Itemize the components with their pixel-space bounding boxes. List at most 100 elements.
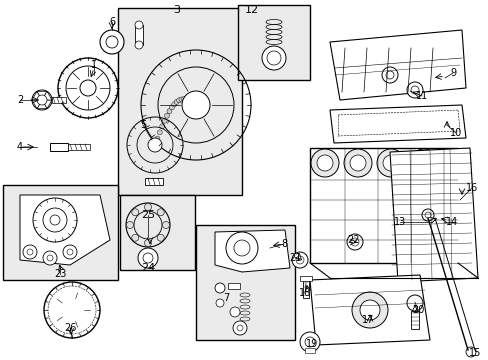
Circle shape bbox=[135, 21, 142, 29]
Text: 23: 23 bbox=[54, 269, 66, 279]
Text: 25: 25 bbox=[141, 210, 155, 220]
Circle shape bbox=[183, 97, 188, 102]
Text: 17: 17 bbox=[361, 315, 373, 325]
Circle shape bbox=[80, 80, 96, 96]
Bar bbox=[238, 5, 309, 80]
Circle shape bbox=[381, 67, 397, 83]
Circle shape bbox=[349, 155, 365, 171]
Circle shape bbox=[266, 51, 281, 65]
Circle shape bbox=[142, 253, 153, 263]
Circle shape bbox=[152, 143, 157, 148]
Circle shape bbox=[148, 138, 162, 152]
Bar bbox=[227, 283, 240, 289]
Text: 16: 16 bbox=[465, 183, 477, 193]
Text: 11: 11 bbox=[415, 91, 427, 101]
Polygon shape bbox=[309, 275, 429, 345]
Circle shape bbox=[37, 95, 47, 105]
Circle shape bbox=[66, 66, 110, 110]
Circle shape bbox=[171, 102, 177, 107]
Text: 5: 5 bbox=[140, 120, 146, 130]
Circle shape bbox=[43, 251, 57, 265]
Text: 10: 10 bbox=[449, 128, 461, 138]
Bar bbox=[303, 278, 308, 298]
Bar bbox=[3, 185, 118, 280]
Circle shape bbox=[385, 71, 393, 79]
Circle shape bbox=[350, 238, 358, 246]
Circle shape bbox=[174, 99, 179, 104]
Circle shape bbox=[191, 101, 196, 106]
Bar bbox=[299, 276, 311, 281]
Circle shape bbox=[359, 300, 379, 320]
Circle shape bbox=[27, 249, 33, 255]
Circle shape bbox=[382, 155, 398, 171]
Text: 21: 21 bbox=[288, 253, 301, 263]
Text: 18: 18 bbox=[298, 288, 310, 298]
Text: 24: 24 bbox=[141, 263, 155, 273]
Circle shape bbox=[299, 332, 319, 352]
Circle shape bbox=[234, 240, 249, 256]
Circle shape bbox=[126, 221, 133, 229]
Bar bbox=[120, 195, 195, 270]
Circle shape bbox=[131, 209, 139, 216]
Circle shape bbox=[166, 109, 172, 114]
Circle shape bbox=[465, 347, 475, 357]
Circle shape bbox=[155, 136, 160, 141]
Circle shape bbox=[157, 209, 164, 216]
Circle shape bbox=[50, 215, 60, 225]
Text: 22: 22 bbox=[346, 235, 359, 245]
Circle shape bbox=[424, 212, 430, 218]
Polygon shape bbox=[37, 100, 47, 109]
Circle shape bbox=[237, 325, 243, 331]
Circle shape bbox=[23, 245, 37, 259]
Circle shape bbox=[32, 246, 36, 250]
Circle shape bbox=[58, 58, 118, 118]
Circle shape bbox=[81, 228, 85, 232]
Text: 7: 7 bbox=[223, 293, 229, 303]
Circle shape bbox=[421, 209, 433, 221]
Polygon shape bbox=[329, 105, 465, 143]
Text: 4: 4 bbox=[17, 142, 23, 152]
Text: 26: 26 bbox=[63, 323, 76, 333]
Circle shape bbox=[406, 82, 422, 98]
Circle shape bbox=[144, 239, 151, 247]
Circle shape bbox=[406, 295, 422, 311]
Circle shape bbox=[138, 248, 158, 268]
Circle shape bbox=[164, 113, 169, 118]
Polygon shape bbox=[32, 91, 42, 100]
Circle shape bbox=[376, 149, 404, 177]
Polygon shape bbox=[42, 100, 52, 109]
Circle shape bbox=[216, 299, 224, 307]
Text: 8: 8 bbox=[281, 239, 286, 249]
Circle shape bbox=[188, 99, 193, 104]
Circle shape bbox=[295, 256, 304, 264]
Circle shape bbox=[169, 105, 174, 110]
Circle shape bbox=[182, 91, 209, 119]
Bar bbox=[50, 143, 68, 151]
Circle shape bbox=[162, 118, 167, 123]
Circle shape bbox=[162, 221, 169, 229]
Circle shape bbox=[144, 203, 151, 211]
Circle shape bbox=[58, 256, 62, 260]
Bar bbox=[118, 8, 242, 195]
Polygon shape bbox=[329, 30, 465, 100]
Circle shape bbox=[47, 255, 53, 261]
Polygon shape bbox=[42, 91, 52, 100]
Text: 15: 15 bbox=[468, 348, 480, 358]
Circle shape bbox=[415, 155, 431, 171]
Polygon shape bbox=[37, 91, 47, 100]
Circle shape bbox=[39, 252, 43, 256]
Circle shape bbox=[48, 256, 52, 260]
Circle shape bbox=[157, 130, 162, 135]
Circle shape bbox=[310, 149, 338, 177]
Bar bbox=[135, 25, 142, 45]
Circle shape bbox=[74, 246, 78, 250]
Bar bbox=[196, 225, 294, 340]
Circle shape bbox=[135, 41, 142, 49]
Circle shape bbox=[343, 149, 371, 177]
Circle shape bbox=[25, 228, 29, 232]
Circle shape bbox=[160, 124, 164, 129]
Circle shape bbox=[179, 97, 183, 102]
Circle shape bbox=[67, 249, 73, 255]
Circle shape bbox=[193, 103, 198, 108]
Text: 14: 14 bbox=[445, 217, 457, 227]
